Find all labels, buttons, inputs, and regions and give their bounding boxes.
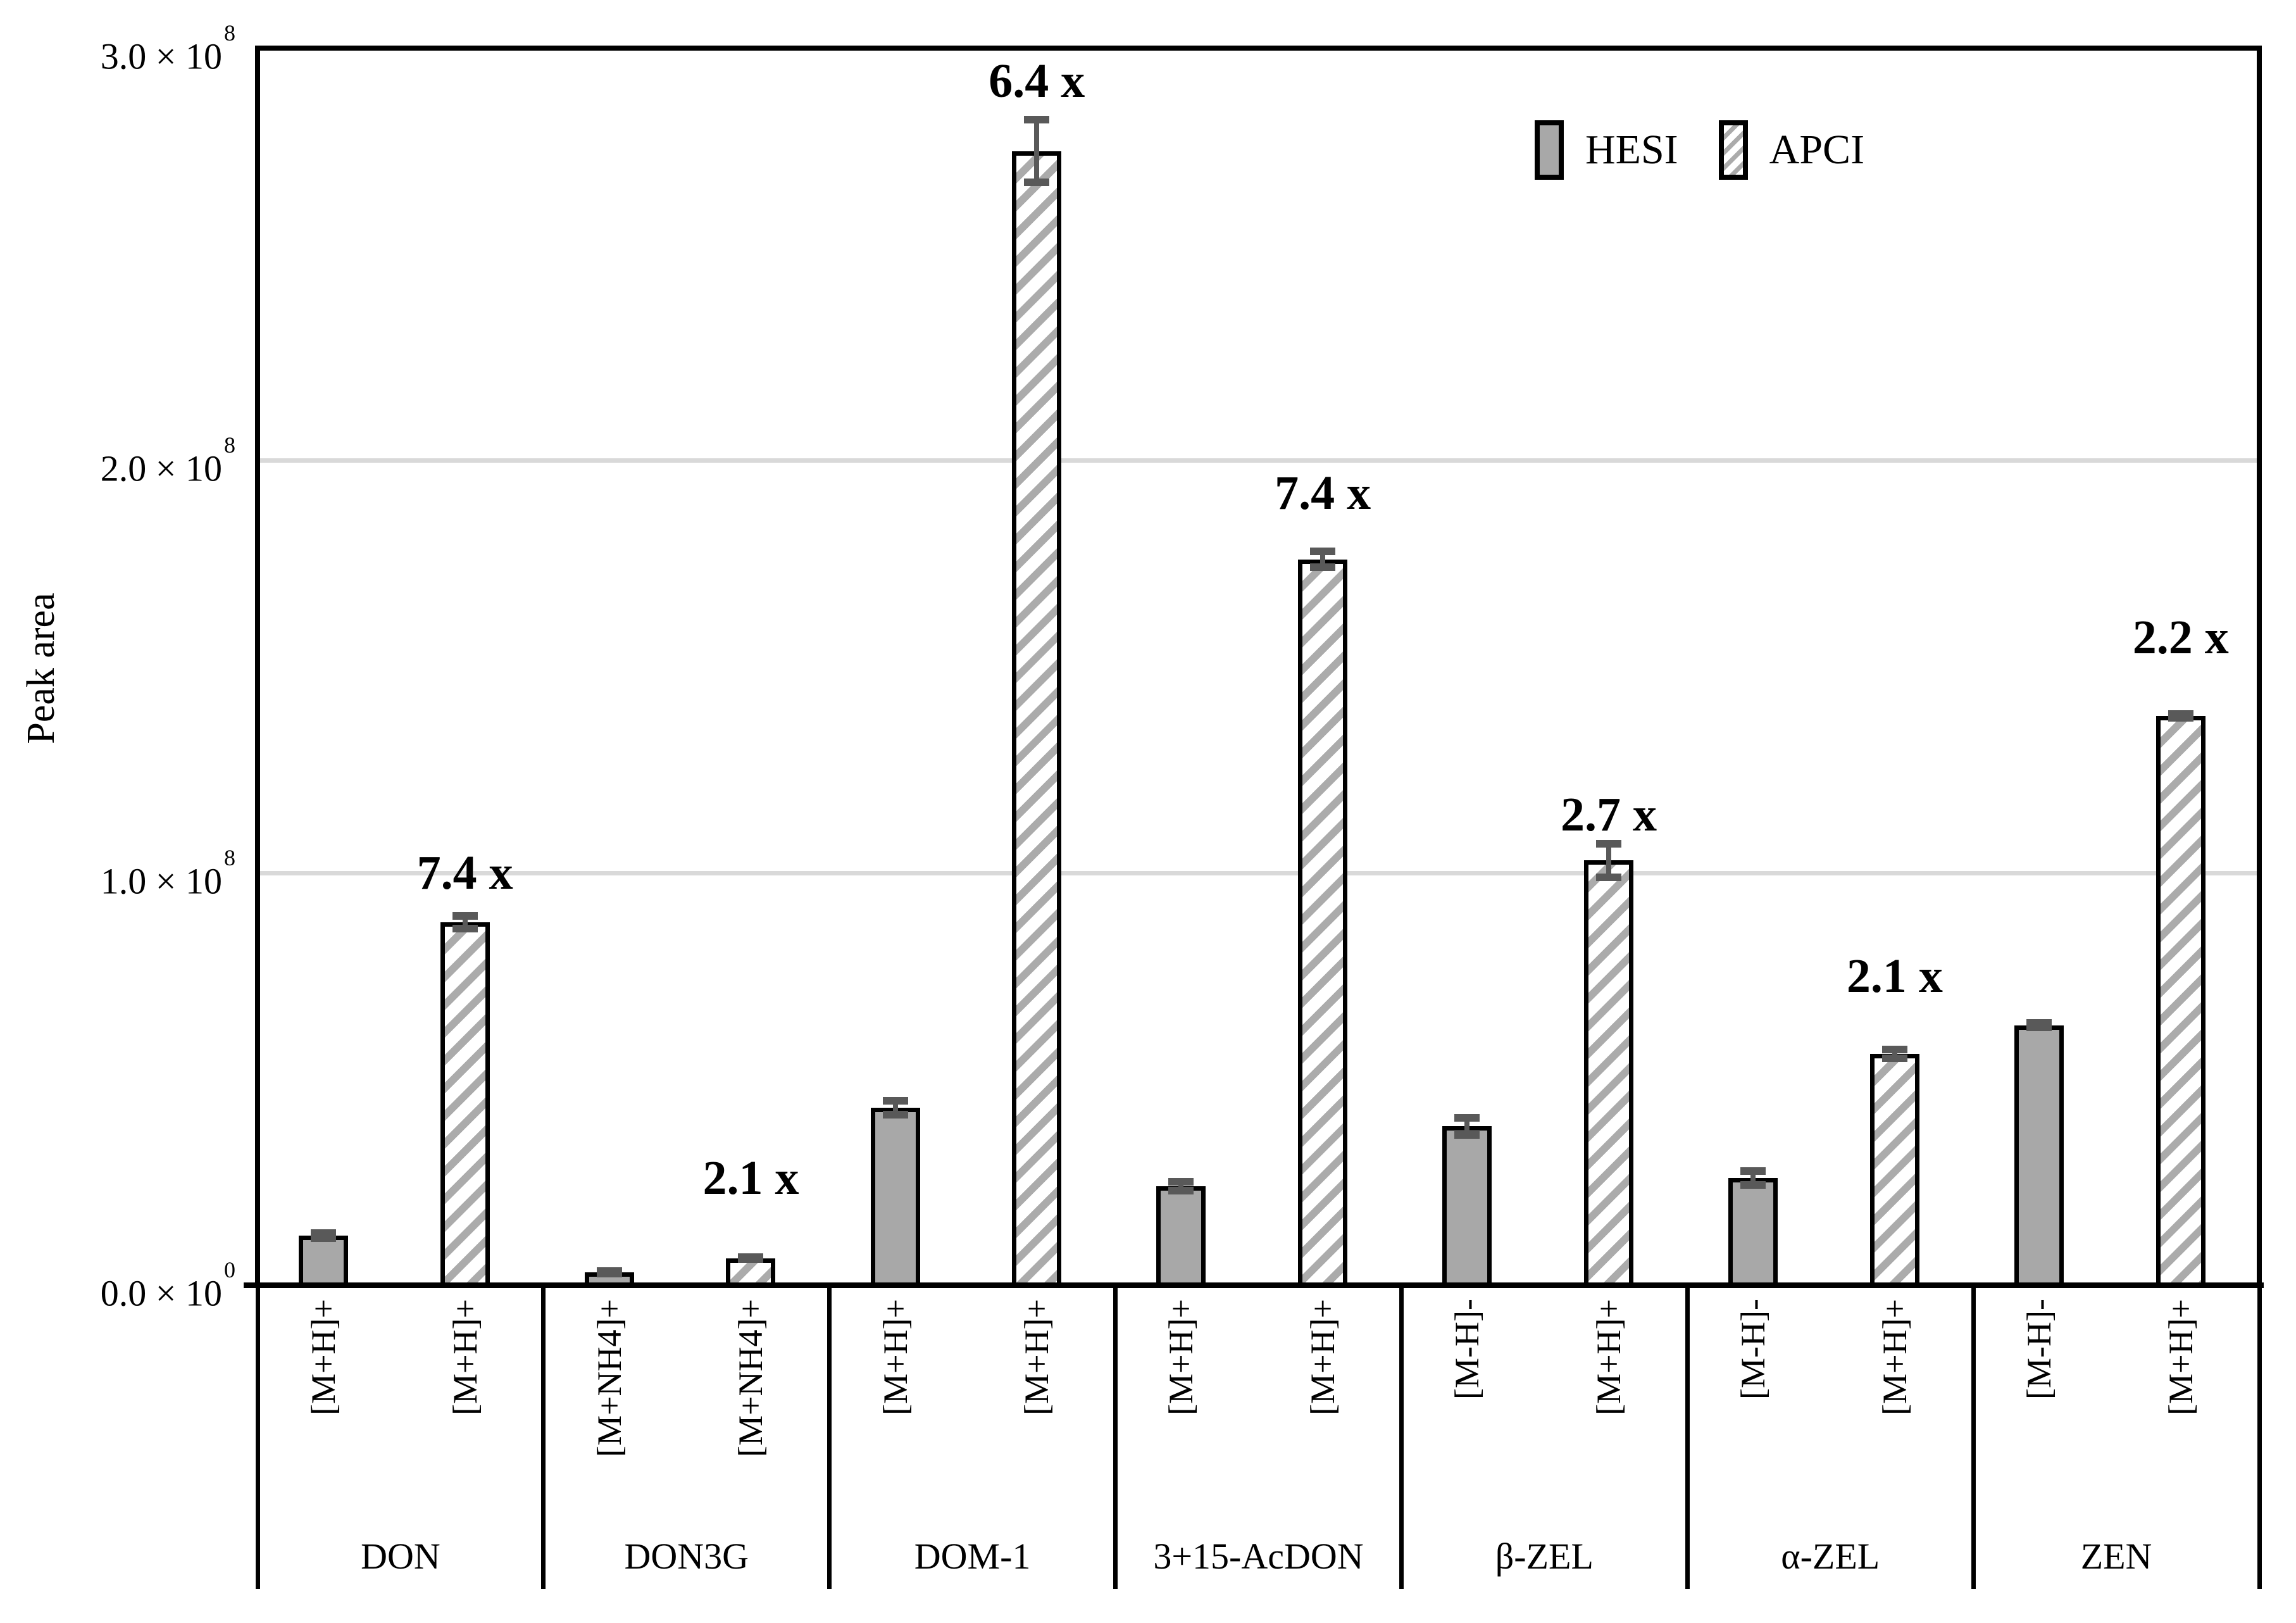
category-separator <box>2257 1285 2262 1589</box>
x-axis-group-label: ZEN <box>2080 1536 2152 1577</box>
gridline <box>260 870 2257 875</box>
category-separator <box>255 1285 260 1589</box>
plot-area <box>255 46 2262 1285</box>
bar-hesi-α-ZEL <box>1728 1177 1778 1285</box>
fold-change-label: 7.4 x <box>1275 467 1371 520</box>
fold-change-label: 2.2 x <box>2132 611 2229 665</box>
x-tick-ion-label: [M+H]+ <box>1590 1299 1628 1415</box>
x-tick-ion-label: [M+H]+ <box>304 1299 342 1415</box>
fold-change-label: 2.1 x <box>702 1151 799 1205</box>
x-tick-ion-label: [M+NH4]+ <box>732 1299 770 1457</box>
error-bar <box>596 1267 622 1277</box>
y-tick-label: 1.0 × 108 <box>100 844 235 901</box>
x-axis-group-label: 3+15-AcDON <box>1153 1536 1364 1577</box>
bar-apci-DOM-1 <box>1012 151 1062 1285</box>
x-tick-ion-label: [M+H]+ <box>1304 1299 1342 1415</box>
error-bar <box>738 1253 764 1263</box>
category-separator <box>1399 1285 1404 1589</box>
fold-change-label: 2.1 x <box>1846 949 1943 1003</box>
legend-label-hesi: HESI <box>1585 127 1678 173</box>
y-tick-label: 0.0 × 100 <box>100 1257 235 1314</box>
x-tick-ion-label: [M+H]+ <box>876 1299 914 1415</box>
x-tick-ion-label: [M+H]+ <box>2161 1299 2200 1415</box>
bar-hesi-ZEN <box>2014 1025 2064 1285</box>
x-tick-ion-label: [M+H]+ <box>1162 1299 1201 1415</box>
legend-swatch-hesi-icon <box>1535 120 1564 180</box>
category-separator <box>1971 1285 1976 1589</box>
bar-apci-α-ZEL <box>1869 1054 1919 1285</box>
x-tick-ion-label: [M+H]+ <box>1018 1299 1056 1415</box>
x-tick-ion-label: [M+NH4]+ <box>590 1299 628 1457</box>
x-tick-ion-label: [M-H]- <box>1448 1299 1487 1400</box>
bar-apci-β-ZEL <box>1584 860 1634 1285</box>
x-axis-group-label: α-ZEL <box>1781 1536 1880 1577</box>
error-bar <box>1024 116 1050 187</box>
category-separator <box>1113 1285 1118 1589</box>
x-tick-ion-label: [M+H]+ <box>446 1299 484 1415</box>
x-tick-ion-label: [M-H]- <box>2020 1299 2059 1400</box>
error-bar <box>1168 1177 1194 1194</box>
bar-hesi-β-ZEL <box>1442 1126 1492 1285</box>
error-bar <box>452 912 478 933</box>
category-separator <box>1685 1285 1690 1589</box>
error-bar <box>310 1229 336 1242</box>
category-separator <box>541 1285 546 1589</box>
error-bar <box>1454 1113 1480 1139</box>
error-bar <box>1596 839 1622 881</box>
error-bar <box>1881 1046 1907 1063</box>
bar-hesi-3+15-AcDON <box>1156 1186 1206 1285</box>
fold-change-label: 7.4 x <box>416 846 513 899</box>
fold-change-label: 6.4 x <box>989 54 1085 108</box>
error-bar <box>2168 710 2193 722</box>
x-tick-ion-label: [M+H]+ <box>1875 1299 1914 1415</box>
bar-apci-3+15-AcDON <box>1298 559 1348 1285</box>
category-separator <box>827 1285 832 1589</box>
fold-change-label: 2.7 x <box>1561 788 1657 842</box>
bar-hesi-DON <box>298 1235 348 1285</box>
x-axis-line <box>244 1282 2264 1288</box>
x-axis-group-label: DON <box>361 1536 440 1577</box>
error-bar <box>1740 1167 1766 1189</box>
gridline <box>260 458 2257 463</box>
y-tick-label: 2.0 × 108 <box>100 432 235 489</box>
error-bar <box>2026 1018 2052 1032</box>
legend: HESI APCI <box>1535 120 1864 180</box>
y-tick-label: 3.0 × 108 <box>100 20 235 77</box>
x-axis-group-label: DON3G <box>624 1536 749 1577</box>
error-bar <box>882 1096 908 1119</box>
legend-label-apci: APCI <box>1769 127 1865 173</box>
bar-apci-DON <box>440 922 490 1285</box>
error-bar <box>1310 548 1336 571</box>
legend-swatch-apci-icon <box>1718 120 1748 180</box>
x-axis-group-label: β-ZEL <box>1495 1536 1594 1577</box>
x-tick-ion-label: [M-H]- <box>1734 1299 1773 1400</box>
y-axis-title: Peak area <box>20 592 63 744</box>
bar-apci-ZEN <box>2156 716 2206 1285</box>
x-axis-group-label: DOM-1 <box>914 1536 1031 1577</box>
